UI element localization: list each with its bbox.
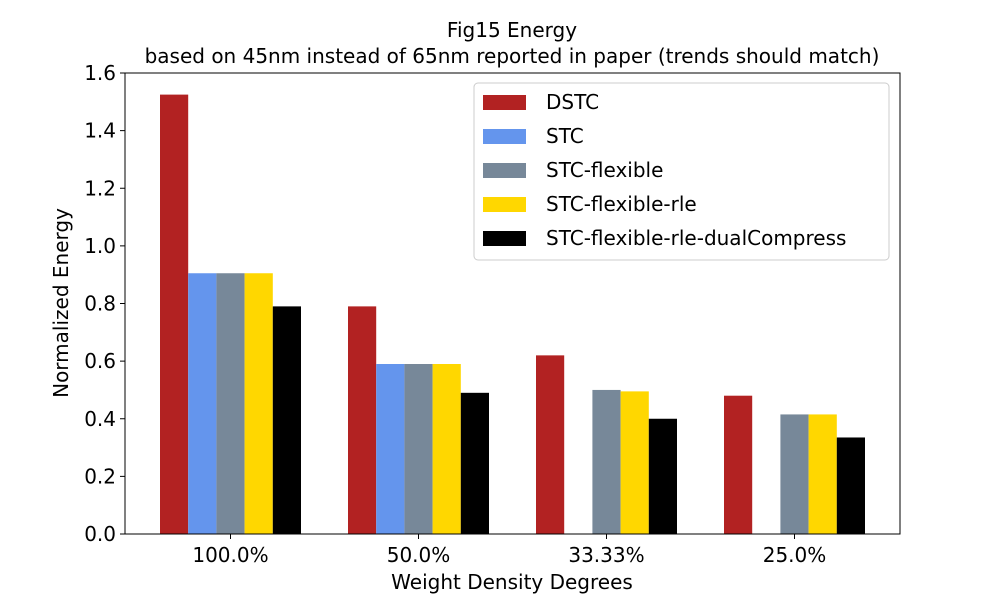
legend: DSTC STC STC-flexible STC-flexible-rle STC-f… [473, 82, 890, 261]
x-axis: 100.0% 50.0% 33.33% 25.0% [192, 534, 826, 567]
bar-1-0 [188, 273, 217, 534]
bar-0-1 [348, 306, 377, 534]
legend-box [473, 82, 890, 261]
legend-label-4: STC-flexible-rle-dualCompress [546, 226, 846, 250]
bar-2-3 [780, 414, 809, 534]
y-tick-label: 1.4 [84, 119, 116, 143]
bar-2-2 [592, 389, 621, 534]
bar-1-1 [376, 364, 405, 534]
x-axis-label: Weight Density Degrees [391, 570, 633, 594]
bar-3-1 [432, 364, 461, 534]
chart-subtitle: based on 45nm instead of 65nm reported i… [145, 44, 880, 68]
legend-swatch-2 [483, 163, 526, 178]
bar-4-0 [272, 306, 301, 534]
legend-label-1: STC [546, 124, 584, 148]
y-tick-label: 0.0 [84, 522, 116, 546]
y-tick-label: 1.2 [84, 176, 116, 200]
y-tick-label: 0.6 [84, 349, 116, 373]
legend-swatch-4 [483, 231, 526, 246]
legend-swatch-3 [483, 197, 526, 212]
legend-swatch-0 [483, 95, 526, 110]
bar-2-0 [216, 273, 245, 534]
y-tick-label: 0.2 [84, 464, 116, 488]
y-tick-label: 1.6 [84, 61, 116, 85]
bar-4-3 [836, 437, 865, 534]
bar-2-1 [404, 364, 433, 534]
x-tick-label: 50.0% [387, 543, 451, 567]
y-tick-label: 0.4 [84, 407, 116, 431]
legend-label-2: STC-flexible [546, 158, 663, 182]
x-tick-label: 100.0% [192, 543, 268, 567]
y-axis-label: Normalized Energy [49, 208, 73, 398]
x-tick-label: 25.0% [763, 543, 827, 567]
bar-3-2 [620, 391, 649, 534]
bar-3-3 [808, 414, 837, 534]
legend-swatch-1 [483, 129, 526, 144]
y-tick-label: 1.0 [84, 234, 116, 258]
legend-label-3: STC-flexible-rle [546, 192, 697, 216]
legend-label-0: DSTC [546, 90, 599, 114]
y-tick-label: 0.8 [84, 292, 116, 316]
bar-4-1 [460, 392, 489, 534]
chart-title: Fig15 Energy [447, 18, 577, 42]
x-tick-label: 33.33% [568, 543, 644, 567]
bars-layer [160, 94, 865, 534]
bar-3-0 [244, 273, 273, 534]
bar-0-0 [160, 94, 189, 534]
bar-4-2 [648, 418, 677, 534]
bar-0-2 [536, 355, 565, 534]
y-axis: 0.0 0.2 0.4 0.6 0.8 1.0 1.2 1.4 1.6 [84, 61, 125, 546]
bar-0-3 [724, 395, 753, 534]
